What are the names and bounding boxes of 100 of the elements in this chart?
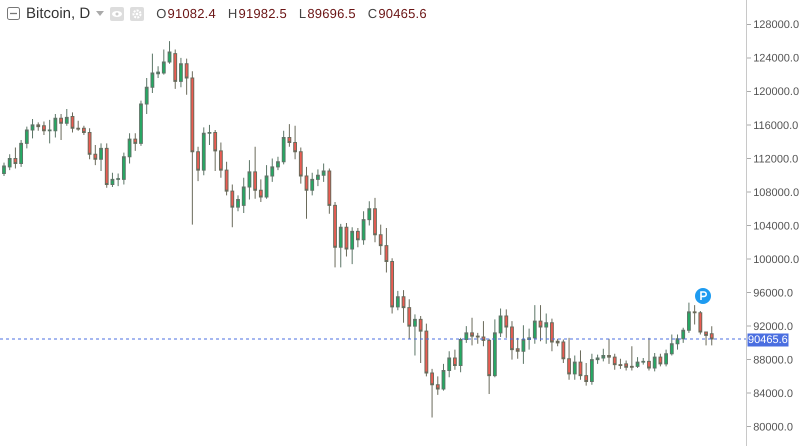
y-tick-label: 100000.0	[753, 254, 799, 266]
candlestick	[373, 197, 377, 243]
candlestick	[2, 162, 6, 177]
candlestick	[362, 210, 366, 246]
candlestick	[30, 118, 34, 139]
candlestick	[53, 114, 58, 138]
candlestick	[510, 320, 514, 360]
candlestick	[42, 121, 46, 136]
candlestick	[516, 337, 520, 360]
candlestick	[236, 194, 240, 212]
candlestick	[179, 57, 183, 88]
candlestick	[304, 166, 308, 220]
candlestick	[333, 202, 337, 268]
candlestick	[24, 126, 29, 149]
candlestick	[338, 223, 343, 268]
candlestick	[173, 48, 178, 90]
candlestick	[64, 108, 69, 126]
y-tick-label: 116000.0	[753, 120, 798, 132]
y-tick-label: 128000.0	[753, 19, 799, 32]
y-tick-label: 104000.0	[753, 220, 799, 232]
candlestick	[687, 302, 691, 334]
candlestick	[601, 348, 606, 362]
candlestick	[8, 154, 12, 171]
candlestick	[681, 327, 686, 344]
candlestick	[276, 156, 280, 171]
candlestick	[70, 112, 74, 133]
annotation: O91082.4	[156, 6, 216, 21]
candlestick	[378, 224, 383, 256]
candlestick	[242, 177, 246, 214]
y-tick-label: 96000.0	[753, 287, 793, 300]
candlestick	[532, 304, 537, 344]
candlestick	[36, 122, 40, 132]
y-tick-label: 112000.0	[753, 153, 798, 166]
candlestick	[396, 290, 400, 311]
candlestick	[504, 308, 508, 338]
candlestick	[344, 222, 348, 258]
candlestick	[458, 337, 463, 373]
candlestick	[636, 356, 640, 369]
candlestick	[447, 350, 452, 378]
candlestick	[442, 363, 446, 392]
candlestick	[670, 334, 674, 356]
candlestick	[436, 376, 440, 396]
candlestick	[544, 313, 548, 344]
y-tick-label: 84000.0	[753, 388, 793, 400]
candlestick	[253, 146, 258, 200]
y-tick-label: 88000.0	[753, 354, 793, 366]
annotation: C90465.6	[368, 6, 427, 21]
candlestick	[704, 331, 708, 346]
candlestick	[110, 172, 114, 188]
candlestick	[641, 357, 646, 366]
candlestick	[162, 48, 166, 76]
candlestick	[213, 129, 218, 172]
candlestick	[407, 298, 412, 340]
candlestick	[664, 349, 668, 367]
candlestick	[572, 354, 577, 380]
candlestick	[402, 290, 406, 324]
candlestick	[652, 352, 657, 372]
candlestick	[59, 114, 63, 140]
candlestick	[93, 144, 98, 166]
candlestick	[76, 120, 80, 132]
candlestick	[19, 140, 24, 168]
y-tick-label: 108000.0	[753, 186, 799, 199]
candlestick	[476, 332, 480, 344]
annotation: L89696.5	[298, 6, 356, 21]
y-tick-label: 80000.0	[753, 422, 793, 434]
candlestick	[453, 349, 457, 370]
candlestick	[470, 317, 474, 346]
candlestick	[104, 142, 109, 188]
candlestick	[14, 147, 18, 170]
candlestick	[99, 142, 103, 172]
y-tick-label: 92000.0	[753, 320, 793, 333]
candlestick	[350, 226, 354, 265]
candlestick	[413, 314, 417, 356]
candlestick	[710, 326, 714, 346]
candlestick	[550, 318, 554, 352]
candlestick	[607, 338, 611, 364]
candlestick	[630, 346, 634, 372]
y-tick-label: 120000.0	[753, 86, 799, 98]
candlestick	[264, 164, 268, 200]
candlestick	[327, 168, 332, 214]
candlestick	[356, 228, 360, 248]
candlestick	[298, 147, 303, 184]
candlestick	[556, 338, 560, 347]
candlestick	[144, 77, 149, 115]
candlestick	[418, 316, 423, 364]
annotation: H91982.5	[228, 6, 287, 21]
y-tick-label: 124000.0	[753, 52, 799, 65]
candlestick	[116, 173, 120, 187]
candlestick	[584, 362, 588, 386]
ref-line-label: 90465.6	[748, 334, 788, 346]
candlestick	[168, 40, 172, 64]
candlestick	[658, 353, 662, 367]
candlestick	[578, 350, 582, 380]
candlestick	[676, 334, 680, 350]
candlestick	[612, 353, 617, 370]
candlestick	[133, 132, 138, 152]
candlestick	[184, 58, 189, 96]
candlestick	[202, 126, 206, 176]
candlestick	[692, 304, 697, 325]
candlestick	[48, 119, 52, 144]
